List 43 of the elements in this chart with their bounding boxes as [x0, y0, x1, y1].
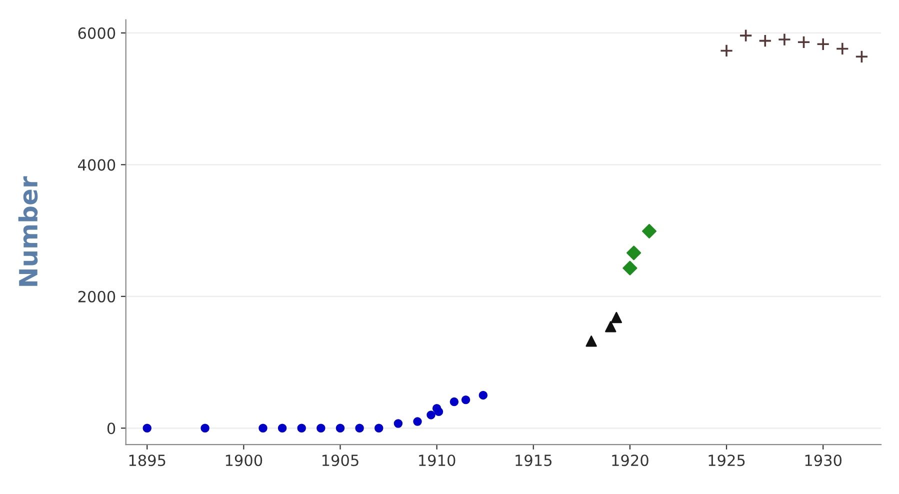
- point: [739, 28, 753, 42]
- x-tick-label: 1915: [516, 454, 552, 466]
- y-tick-label: 2000: [78, 290, 116, 302]
- y-tick-label: 4000: [78, 159, 116, 171]
- x-tick-label: 1930: [805, 454, 842, 466]
- point: [316, 424, 326, 433]
- point: [355, 424, 364, 433]
- point: [626, 246, 642, 260]
- point: [461, 395, 470, 404]
- point: [478, 390, 488, 400]
- point: [450, 397, 459, 406]
- y-tick-label: 6000: [78, 27, 116, 39]
- x-tick-label: 1925: [708, 454, 745, 466]
- y-tick-label: 0: [107, 422, 116, 434]
- x-tick-label: 1895: [129, 454, 166, 466]
- point: [605, 321, 616, 332]
- point: [200, 424, 210, 433]
- point: [394, 419, 403, 428]
- point: [297, 424, 306, 433]
- point: [758, 34, 772, 48]
- point: [836, 42, 850, 56]
- point: [778, 32, 792, 46]
- point: [797, 35, 810, 49]
- y-axis-title: Number: [18, 176, 38, 286]
- point: [854, 50, 868, 64]
- point: [336, 424, 345, 433]
- point: [142, 424, 152, 433]
- point: [434, 407, 444, 416]
- point: [426, 410, 436, 420]
- point: [374, 424, 384, 433]
- point: [816, 37, 830, 51]
- x-tick-label: 1920: [612, 454, 648, 466]
- point: [258, 424, 268, 433]
- point: [586, 336, 597, 347]
- x-tick-label: 1910: [419, 454, 456, 466]
- point: [278, 424, 287, 433]
- point: [413, 417, 422, 426]
- x-tick-label: 1900: [226, 454, 262, 466]
- point: [622, 260, 638, 276]
- point: [610, 312, 622, 324]
- point: [642, 224, 657, 238]
- x-tick-label: 1905: [322, 454, 358, 466]
- point: [720, 44, 734, 58]
